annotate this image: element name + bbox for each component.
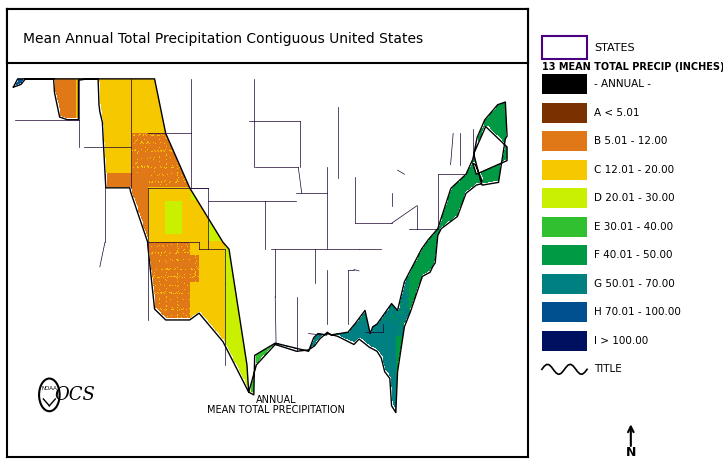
Text: C 12.01 - 20.00: C 12.01 - 20.00 xyxy=(594,164,675,175)
Text: OCS: OCS xyxy=(54,386,95,404)
Text: MEAN TOTAL PRECIPITATION: MEAN TOTAL PRECIPITATION xyxy=(207,405,345,415)
Text: E 30.01 - 40.00: E 30.01 - 40.00 xyxy=(594,222,673,232)
Text: ANNUAL: ANNUAL xyxy=(256,395,296,405)
Text: B 5.01 - 12.00: B 5.01 - 12.00 xyxy=(594,136,667,146)
Bar xyxy=(542,302,587,322)
Bar xyxy=(542,217,587,237)
Text: - ANNUAL -: - ANNUAL - xyxy=(594,79,651,89)
Bar xyxy=(542,159,587,180)
Bar xyxy=(542,36,587,59)
Text: 13 MEAN TOTAL PRECIP (INCHES): 13 MEAN TOTAL PRECIP (INCHES) xyxy=(542,62,723,72)
Bar xyxy=(542,274,587,294)
Text: NOAA: NOAA xyxy=(41,385,57,391)
Bar xyxy=(542,103,587,123)
Text: N: N xyxy=(625,446,636,459)
Text: I > 100.00: I > 100.00 xyxy=(594,336,649,346)
Text: A < 5.01: A < 5.01 xyxy=(594,108,640,117)
Bar xyxy=(542,245,587,265)
Bar xyxy=(542,131,587,151)
Bar xyxy=(542,74,587,94)
Text: D 20.01 - 30.00: D 20.01 - 30.00 xyxy=(594,193,675,203)
Text: Mean Annual Total Precipitation Contiguous United States: Mean Annual Total Precipitation Contiguo… xyxy=(23,32,423,46)
Text: STATES: STATES xyxy=(594,42,635,53)
Text: H 70.01 - 100.00: H 70.01 - 100.00 xyxy=(594,307,681,317)
Text: TITLE: TITLE xyxy=(594,364,622,374)
Bar xyxy=(542,188,587,208)
Text: F 40.01 - 50.00: F 40.01 - 50.00 xyxy=(594,250,673,260)
Bar xyxy=(542,331,587,351)
Text: G 50.01 - 70.00: G 50.01 - 70.00 xyxy=(594,279,675,289)
